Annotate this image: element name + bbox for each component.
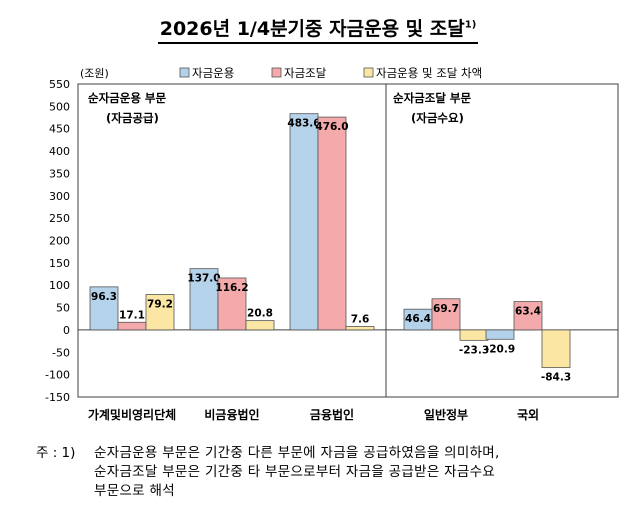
bar-chart: 550500450400350300250200150100500-50-100…	[45, 66, 619, 422]
bar-value-label: 483.6	[287, 118, 320, 130]
legend-label-3: 자금운용 및 조달 차액	[376, 66, 482, 80]
panel-subtitle-2: (자금수요)	[411, 111, 464, 125]
bar-value-label: 79.2	[147, 299, 173, 311]
bar-2	[117, 321, 147, 331]
bar-value-label: -84.3	[541, 372, 571, 384]
bar-value-label: 46.4	[405, 313, 431, 325]
bar-value-label: 17.1	[119, 309, 145, 321]
bar-2	[217, 277, 247, 331]
legend-swatch-3	[363, 67, 374, 78]
bar-3	[245, 320, 275, 331]
y-tick-label: 500	[49, 100, 70, 113]
y-tick-label: 300	[49, 190, 70, 203]
bar-2	[513, 301, 543, 331]
bar-1	[485, 329, 515, 340]
x-category-label: 국외	[517, 407, 539, 422]
y-tick-label: 550	[49, 78, 70, 91]
bar-value-label: 7.6	[351, 314, 370, 326]
bar-value-label: 137.0	[187, 273, 220, 285]
y-unit-label: (조원)	[80, 67, 109, 80]
bar-value-label: 476.0	[315, 121, 348, 133]
panel-title-2: 순자금조달 부문	[393, 91, 471, 105]
bar-1	[89, 286, 119, 331]
x-category-label: 비금융법인	[204, 407, 259, 422]
y-tick-label: 0	[63, 324, 70, 337]
legend-label-2: 자금조달	[284, 66, 327, 80]
x-category-label: 금융법인	[310, 407, 354, 422]
bar-value-label: 63.4	[515, 306, 541, 318]
y-tick-label: 350	[49, 167, 70, 180]
x-category-label: 일반정부	[424, 407, 468, 422]
footnote-line-2: 순자금조달 부문은 기간중 타 부문으로부터 자금을 공급받은 자금수요	[94, 464, 496, 480]
bar-value-label: 96.3	[91, 291, 117, 303]
bar-value-label: -20.9	[485, 343, 515, 355]
bar-2	[431, 298, 461, 331]
bar-3	[145, 294, 175, 331]
y-tick-label: 450	[49, 123, 70, 136]
footnote: 주 : 1) 순자금운용 부문은 기간중 다른 부문에 자금을 공급하였음을 의…	[36, 444, 626, 501]
bar-value-label: 116.2	[215, 282, 248, 294]
footnote-line-3: 부문으로 해석	[94, 483, 175, 499]
y-tick-label: 100	[49, 279, 70, 292]
footnote-lead: 주 : 1)	[36, 445, 76, 461]
bar-3	[345, 326, 375, 331]
chart-title-text: 2026년 1/4분기중 자금운용 및 조달	[159, 18, 465, 40]
panel-title-1: 순자금운용 부문	[88, 91, 166, 105]
y-tick-label: 50	[56, 302, 70, 315]
bar-1	[289, 113, 319, 331]
y-tick-label: -100	[45, 369, 70, 382]
bar-value-label: -23.3	[459, 344, 489, 356]
legend-swatch-1	[179, 67, 190, 78]
bar-value-label: 69.7	[433, 303, 459, 315]
bar-2	[317, 116, 347, 331]
y-tick-label: 200	[49, 235, 70, 248]
bar-3	[541, 329, 571, 369]
x-category-label: 가계및비영리단체	[88, 407, 176, 422]
y-tick-label: 400	[49, 145, 70, 158]
bar-value-label: 20.8	[247, 308, 273, 320]
chart-title: 2026년 1/4분기중 자금운용 및 조달1)	[0, 14, 636, 44]
plot-area	[77, 83, 619, 398]
footnote-line-1: 순자금운용 부문은 기간중 다른 부문에 자금을 공급하였음을 의미하며,	[94, 445, 500, 461]
legend-label-1: 자금운용	[192, 66, 234, 80]
y-tick-label: -150	[45, 391, 70, 404]
y-tick-label: 150	[49, 257, 70, 270]
bar-3	[459, 329, 489, 341]
y-tick-label: 250	[49, 212, 70, 225]
title-footnote-marker: 1)	[464, 19, 477, 31]
y-tick-label: -50	[52, 346, 70, 359]
panel-subtitle-1: (자금공급)	[106, 111, 159, 125]
legend-swatch-2	[271, 67, 282, 78]
